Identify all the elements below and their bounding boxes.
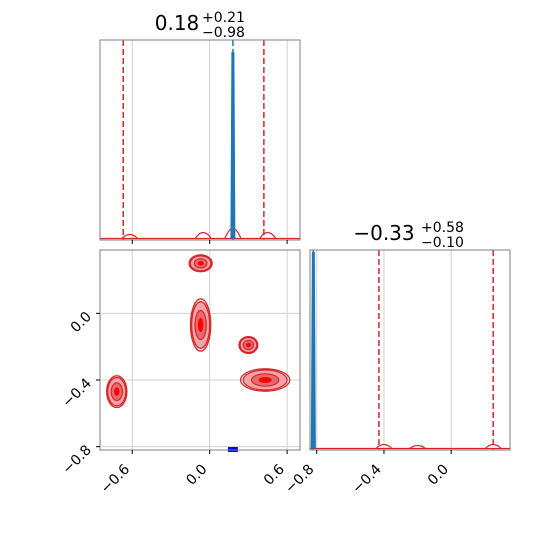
x-tick-labels: −0.8 −0.4 0.0 (282, 450, 452, 497)
contour-cluster (238, 335, 259, 355)
contour-marks (106, 254, 291, 452)
density-peak (197, 261, 204, 266)
histogram-bump (121, 233, 139, 239)
title-y-lower-error: −0.10 (421, 235, 464, 251)
contour-cluster (239, 368, 291, 392)
joint-contour-plot: −0.6 0.0 0.6 −0.8−0.40.0 (59, 249, 301, 497)
density-peak (114, 387, 120, 396)
contour-cluster (106, 375, 128, 409)
axes-frame (99, 39, 301, 241)
y-tick-label: −0.8 (59, 442, 94, 477)
contour-outer (239, 368, 291, 392)
y-tick-labels: −0.8 −0.4 0.0 (59, 309, 100, 478)
x-ticks (131, 240, 288, 244)
y-tick-label: 0.0 (68, 309, 95, 336)
title-x-upper-error: +0.21 (202, 10, 245, 26)
y-tick-label: −0.4 (59, 375, 94, 410)
axes-frame (309, 249, 511, 451)
title-x-main: 0.18 (155, 11, 200, 35)
panel-title-x: 0.18 (155, 11, 200, 35)
histogram-bump (409, 444, 426, 449)
histogram-marks (310, 250, 510, 450)
contour-cluster (188, 254, 213, 273)
title-y-main: −0.33 (353, 221, 414, 245)
grid-lines (316, 250, 452, 450)
x-tick-label: 0.0 (425, 462, 452, 489)
density-peak (258, 377, 272, 383)
contour-cluster (189, 298, 212, 352)
histogram-bump (375, 443, 393, 449)
panel-title-y: −0.33 (353, 221, 414, 245)
grid-lines (131, 40, 288, 240)
contour-outer (189, 298, 212, 352)
x-tick-label: −0.4 (349, 461, 384, 496)
contour-outer (188, 254, 213, 273)
density-peak (197, 318, 204, 332)
histogram-marks (100, 40, 300, 240)
title-y-upper-error: +0.58 (421, 220, 464, 236)
x-tick-labels: −0.6 0.0 0.6 (98, 450, 288, 497)
contour-outer (238, 335, 259, 355)
contour-outer (106, 375, 128, 409)
histogram-bump (194, 231, 212, 239)
x-tick-label: −0.6 (98, 461, 133, 496)
x-tick-label: 0.0 (183, 462, 210, 489)
x-tick-label: −0.8 (282, 462, 317, 497)
axes-frame (99, 249, 301, 451)
title-x-lower-error: −0.98 (202, 25, 245, 41)
density-peak (245, 342, 251, 348)
marginal-histogram-y: −0.33 +0.58 −0.10 −0.8 −0.4 0.0 (282, 220, 511, 497)
marginal-histogram-x: 0.18 +0.21 −0.98 (99, 10, 301, 244)
grid-lines (100, 250, 300, 450)
histogram-bump (259, 231, 277, 239)
